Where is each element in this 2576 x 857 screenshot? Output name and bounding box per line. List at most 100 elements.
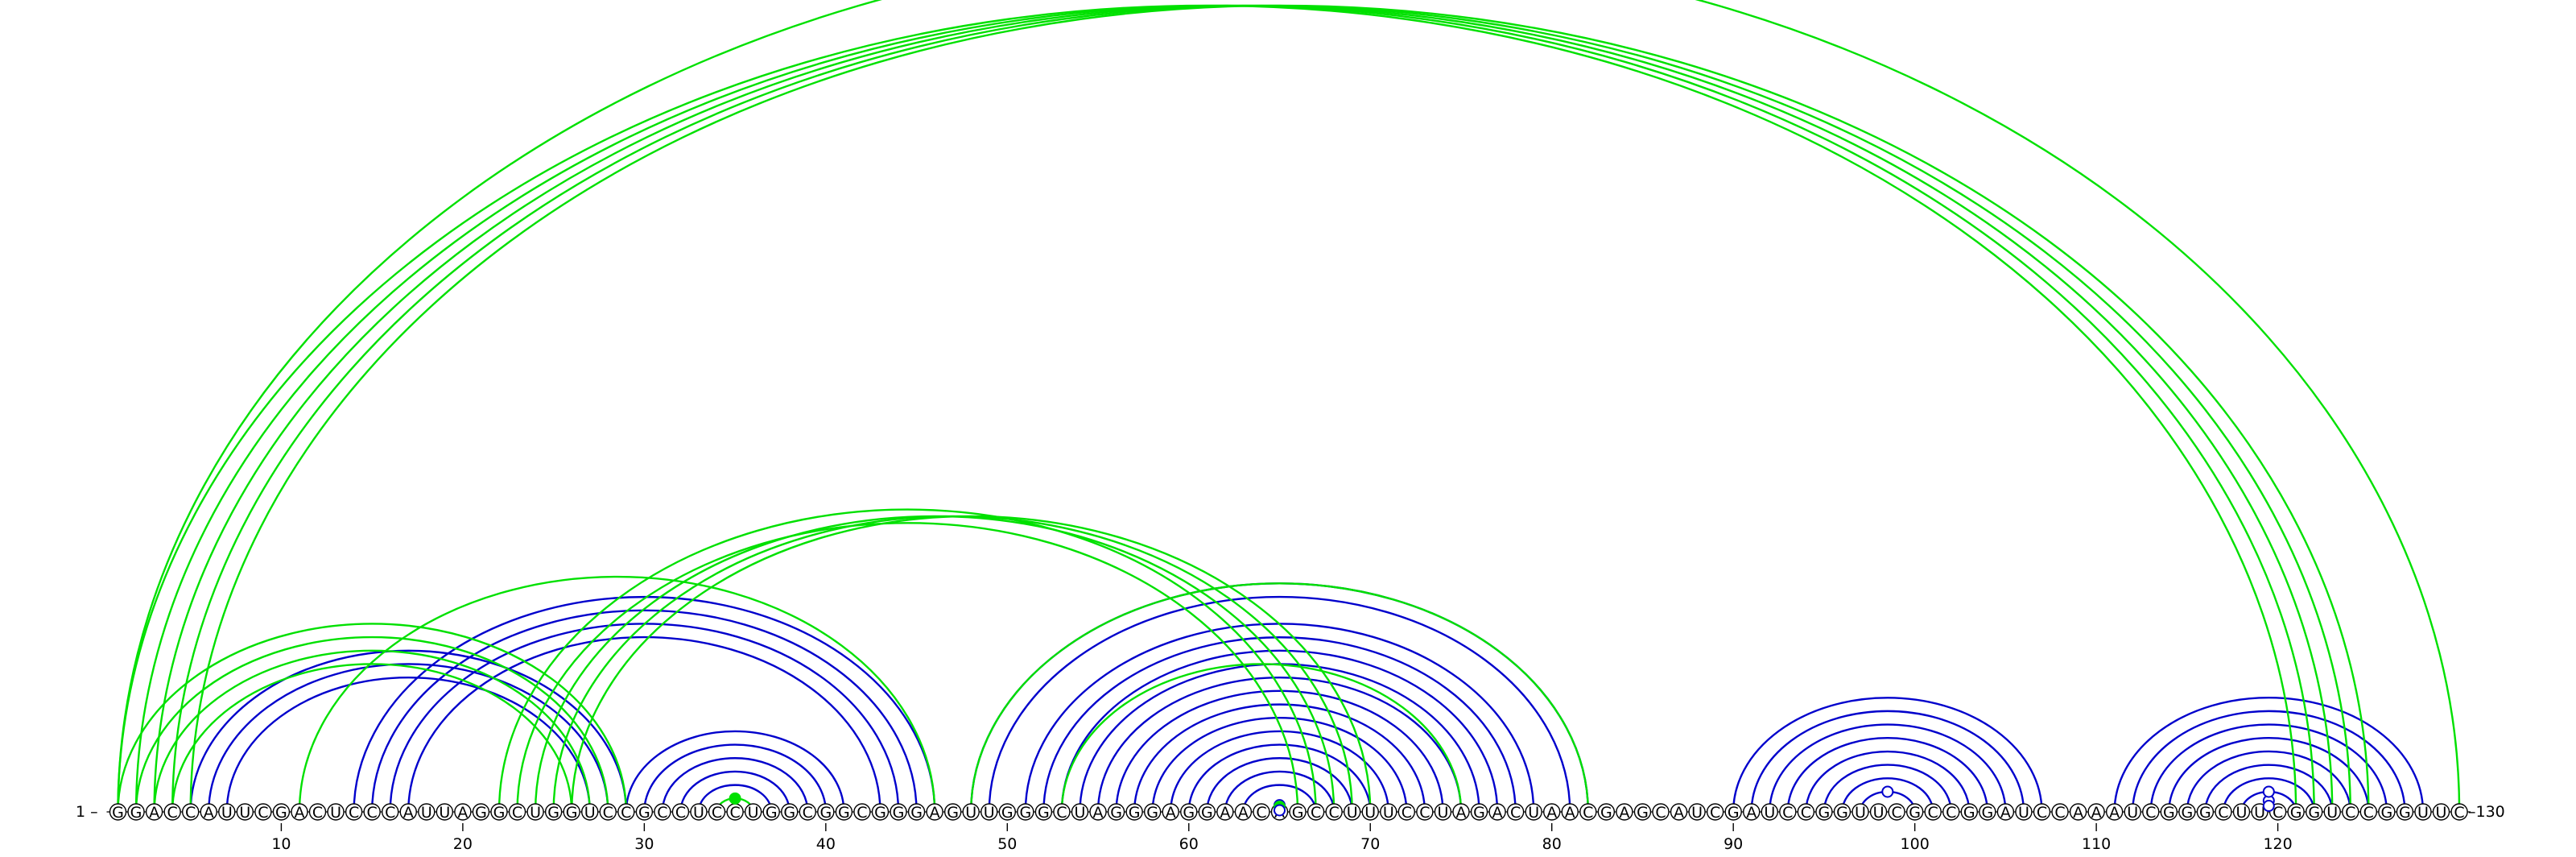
- tick-label-50: 50: [997, 835, 1017, 853]
- nucleotide-15: C: [363, 803, 381, 822]
- arc-17-43: [407, 636, 881, 813]
- nucleotide-121: G: [2287, 803, 2305, 822]
- nucleotide-circle: [526, 803, 544, 821]
- nucleotide-letter: G: [638, 804, 650, 822]
- nucleotide-circle: [1670, 803, 1688, 821]
- nucleotide-24: U: [526, 803, 544, 822]
- nucleotide-circle: [1506, 803, 1525, 821]
- nucleotide-118: U: [2232, 803, 2251, 822]
- arc-14-46: [353, 596, 936, 813]
- nucleotide-circle: [399, 803, 417, 821]
- arc-2-28: [134, 636, 609, 813]
- tick-label-110: 110: [2082, 835, 2111, 853]
- arc-96-101: [1841, 777, 1934, 813]
- nucleotide-26: G: [563, 803, 580, 822]
- nucleotide-circle: [490, 803, 508, 821]
- nucleotide-111: A: [2105, 803, 2124, 822]
- nucleotide-letter: C: [349, 804, 359, 822]
- arc-115-124: [2186, 751, 2351, 813]
- nucleotide-90: G: [1724, 803, 1742, 822]
- nucleotide-letter: U: [421, 804, 432, 822]
- nucleotide-letter: C: [803, 804, 813, 822]
- nucleotide-letter: C: [1510, 804, 1521, 822]
- arc-112-127: [2132, 710, 2406, 813]
- nucleotide-letter: C: [1256, 804, 1266, 822]
- nucleotide-43: G: [871, 803, 890, 822]
- nucleotide-80: A: [1543, 803, 1561, 822]
- nucleotide-letter: A: [149, 804, 159, 822]
- nucleotide-letter: U: [1855, 804, 1866, 822]
- nucleotide-letter: C: [1928, 804, 1938, 822]
- nucleotide-letter: G: [2181, 804, 2193, 822]
- nucleotide-circle: [1361, 803, 1379, 821]
- nucleotide-circle: [127, 803, 145, 821]
- nucleotide-79: U: [1525, 803, 1542, 822]
- nucleotide-letter: C: [2145, 804, 2156, 822]
- nucleotide-18: U: [418, 803, 436, 822]
- nucleotide-98: U: [1869, 803, 1888, 822]
- nucleotide-89: C: [1706, 803, 1724, 822]
- nucleotide-106: U: [2015, 803, 2033, 822]
- nucleotide-4: C: [163, 803, 181, 822]
- nucleotide-circle: [1434, 803, 1452, 821]
- arc-15-45: [370, 609, 918, 813]
- nucleotide-circle: [2105, 803, 2124, 821]
- nucleotide-circle: [1833, 803, 1852, 821]
- nucleotide-circle: [544, 803, 563, 821]
- nucleotide-circle: [599, 803, 617, 821]
- nucleotide-circle: [781, 803, 799, 821]
- nucleotide-50: G: [998, 803, 1017, 822]
- nucleotide-letter: U: [2326, 804, 2338, 822]
- nucleotide-circle: [1107, 803, 1125, 821]
- nucleotide-circle: [1053, 803, 1071, 821]
- nucleotide-46: A: [926, 803, 943, 822]
- nucleotide-circle: [1543, 803, 1561, 821]
- nucleotide-letter: C: [621, 804, 631, 822]
- arc-116-123: [2204, 764, 2334, 813]
- nucleotide-115: G: [2178, 803, 2196, 822]
- nucleotide-circle: [1706, 803, 1724, 821]
- nucleotide-letter: U: [530, 804, 541, 822]
- nucleotide-letter: G: [1909, 804, 1921, 822]
- nucleotide-57: G: [1125, 803, 1143, 822]
- nucleotide-letter: G: [1001, 804, 1013, 822]
- nucleotide-letter: C: [1782, 804, 1793, 822]
- nucleotide-letter: U: [965, 804, 976, 822]
- nucleotide-letter: C: [1311, 804, 1321, 822]
- nucleotide-letter: C: [2218, 804, 2228, 822]
- nucleotide-77: A: [1488, 803, 1506, 822]
- arc-1-130: [117, 0, 2461, 813]
- position-ticks: 10 20 30 40 50 60 70 80 90 100 110 120: [271, 823, 2293, 853]
- nucleotide-letter: U: [1347, 804, 1358, 822]
- base-pair-arcs: [117, 0, 2461, 813]
- nucleotide-letter: U: [2127, 804, 2138, 822]
- nucleotide-88: U: [1688, 803, 1706, 822]
- nucleotide-circle: [1089, 803, 1107, 821]
- nucleotide-97: U: [1852, 803, 1869, 822]
- nucleotide-117: C: [2215, 803, 2232, 822]
- nucleotide-30: G: [635, 803, 654, 822]
- nucleotide-letter: C: [712, 804, 722, 822]
- nucleotide-78: C: [1506, 803, 1525, 822]
- nucleotide-circle: [2287, 803, 2305, 821]
- nucleotide-letter: C: [2273, 804, 2283, 822]
- nucleotide-36: U: [744, 803, 762, 822]
- tick-label-60: 60: [1179, 835, 1199, 853]
- nucleotide-circle: [363, 803, 381, 821]
- nucleotide-39: C: [799, 803, 816, 822]
- nucleotide-letter: C: [367, 804, 378, 822]
- arc-92-105: [1769, 723, 2007, 813]
- nucleotide-circle: [1905, 803, 1924, 821]
- arc-56-74: [1115, 689, 1444, 813]
- nucleotide-circle: [2015, 803, 2033, 821]
- nucleotide-82: C: [1579, 803, 1597, 822]
- arc-marker-6: [2262, 799, 2275, 812]
- nucleotide-circle: [1579, 803, 1597, 821]
- nucleotide-circle: [690, 803, 708, 821]
- arc-95-102: [1823, 764, 1952, 813]
- nucleotide-circle: [2414, 803, 2432, 821]
- nucleotide-circle: [2215, 803, 2232, 821]
- nucleotide-circle: [291, 803, 308, 821]
- nucleotide-letter: U: [2018, 804, 2029, 822]
